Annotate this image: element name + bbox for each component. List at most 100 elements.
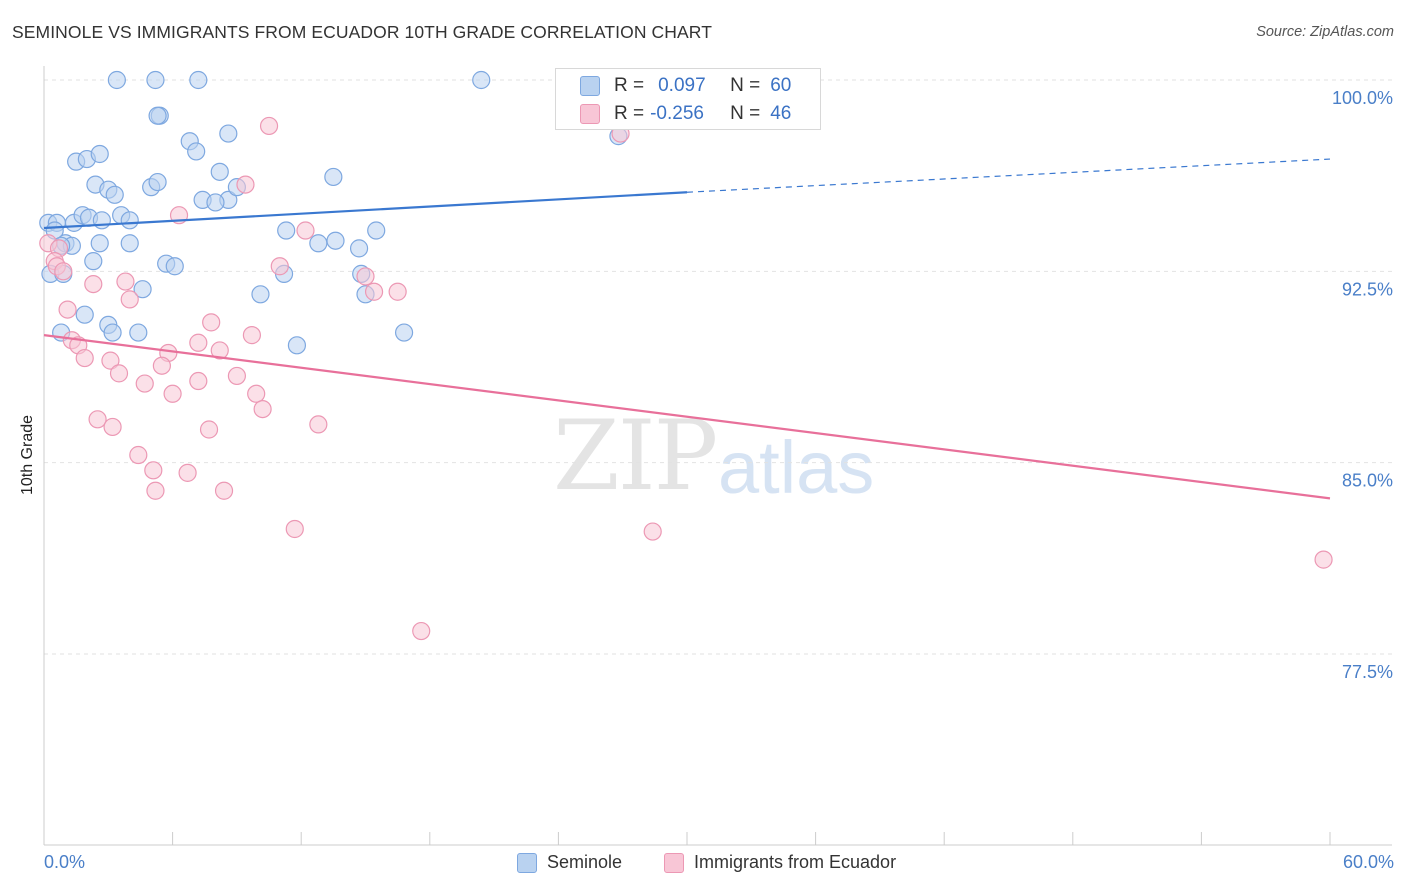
ecuador-point	[1314, 550, 1333, 569]
ecuador-point	[309, 415, 328, 434]
ecuador-point	[84, 274, 103, 294]
y-tick-label: 77.5%	[1342, 662, 1393, 682]
ecuador-point	[242, 326, 262, 345]
ecuador-point	[253, 399, 272, 419]
ecuador-point	[643, 522, 662, 541]
seminole-trend-extension	[686, 158, 1331, 193]
seminole-point	[120, 211, 139, 230]
bottom-legend-seminole: Seminole	[517, 852, 622, 873]
seminole-point	[120, 234, 139, 253]
bottom-legend-ecuador: Immigrants from Ecuador	[664, 852, 896, 873]
seminole-point	[165, 257, 184, 276]
seminole-point	[394, 323, 414, 342]
seminole-point	[472, 70, 491, 90]
seminole-point	[84, 252, 103, 271]
seminole-point	[324, 167, 343, 187]
legend-r-value: -0.256	[650, 103, 704, 124]
ecuador-point	[101, 351, 120, 370]
seminole-point	[129, 323, 148, 342]
ecuador-swatch	[580, 104, 600, 124]
legend-r-value: 0.097	[658, 75, 706, 96]
seminole-point	[133, 280, 152, 299]
ecuador-point	[247, 384, 266, 403]
seminole-swatch	[580, 76, 600, 96]
seminole-trend-line	[43, 191, 688, 230]
ecuador-trend-line	[43, 334, 1331, 500]
ecuador-point	[135, 374, 154, 393]
ecuador-point	[388, 282, 407, 301]
seminole-point	[210, 162, 229, 181]
seminole-point	[251, 285, 270, 304]
legend-n-label: N =	[730, 103, 761, 124]
legend-row-seminole: R = 0.097 N = 60	[580, 75, 791, 97]
seminole-point	[219, 124, 238, 143]
legend-r-label: R =	[614, 75, 645, 96]
ecuador-point	[412, 621, 431, 641]
seminole-point	[187, 142, 206, 161]
ecuador-point	[152, 356, 171, 375]
ecuador-swatch	[664, 852, 684, 873]
ecuador-point	[103, 417, 122, 437]
ecuador-point	[116, 272, 135, 291]
ecuador-point	[58, 300, 77, 319]
ecuador-point	[199, 420, 219, 439]
correlation-legend: R = 0.097 N = 60 R = -0.256 N = 46	[555, 68, 821, 130]
seminole-point	[107, 70, 126, 90]
ecuador-point	[120, 290, 139, 309]
watermark-zip: ZIP	[553, 400, 718, 512]
seminole-point	[189, 70, 208, 90]
legend-row-ecuador: R = -0.256 N = 46	[580, 103, 791, 125]
y-tick-label: 92.5%	[1342, 279, 1393, 299]
seminole-point	[206, 193, 225, 212]
ecuador-point	[178, 463, 197, 482]
seminole-point	[75, 305, 94, 324]
ecuador-point	[202, 313, 221, 332]
ecuador-point	[214, 481, 234, 500]
bottom-legend: Seminole Immigrants from Ecuador	[0, 852, 1406, 878]
seminole-point	[148, 106, 167, 125]
seminole-point	[367, 221, 386, 240]
ecuador-point	[227, 366, 246, 386]
seminole-swatch	[517, 852, 537, 873]
legend-r-label: R =	[614, 103, 645, 124]
seminole-point	[105, 185, 124, 204]
ecuador-point	[129, 445, 148, 465]
chart-title: SEMINOLE VS IMMIGRANTS FROM ECUADOR 10TH…	[12, 22, 712, 42]
seminole-point	[277, 221, 296, 240]
ecuador-point	[163, 384, 182, 403]
ecuador-point	[356, 267, 375, 286]
source-label: Source: ZipAtlas.com	[1256, 24, 1394, 40]
x-axis-min-label: 0.0%	[44, 852, 86, 872]
seminole-point	[103, 323, 122, 342]
legend-n-value: 46	[770, 103, 792, 124]
ecuador-point	[236, 175, 255, 194]
ecuador-point	[54, 262, 73, 281]
ecuador-point	[88, 410, 107, 429]
ecuador-point	[109, 364, 129, 383]
ecuador-point	[364, 282, 384, 301]
seminole-point	[90, 234, 109, 253]
bottom-legend-label: Immigrants from Ecuador	[694, 852, 897, 872]
seminole-point	[90, 144, 109, 164]
ecuador-point	[189, 333, 208, 352]
seminole-point	[148, 172, 167, 192]
seminole-point	[287, 336, 307, 355]
legend-n-label: N =	[730, 75, 761, 96]
seminole-point	[326, 231, 345, 250]
ecuador-point	[146, 481, 165, 500]
y-axis-label: 10th Grade	[19, 414, 36, 496]
watermark-atlas: atlas	[718, 426, 875, 509]
ecuador-point	[285, 519, 304, 539]
ecuador-point	[144, 461, 163, 480]
x-axis-max-label: 60.0%	[1342, 852, 1394, 872]
legend-n-value: 60	[770, 75, 792, 96]
bottom-legend-label: Seminole	[547, 852, 623, 872]
seminole-point	[309, 234, 328, 253]
ecuador-point	[259, 116, 279, 136]
ecuador-point	[189, 371, 208, 391]
ecuador-point	[296, 221, 315, 240]
ecuador-point	[75, 348, 94, 368]
seminole-point	[146, 70, 165, 90]
ecuador-point	[270, 257, 289, 276]
